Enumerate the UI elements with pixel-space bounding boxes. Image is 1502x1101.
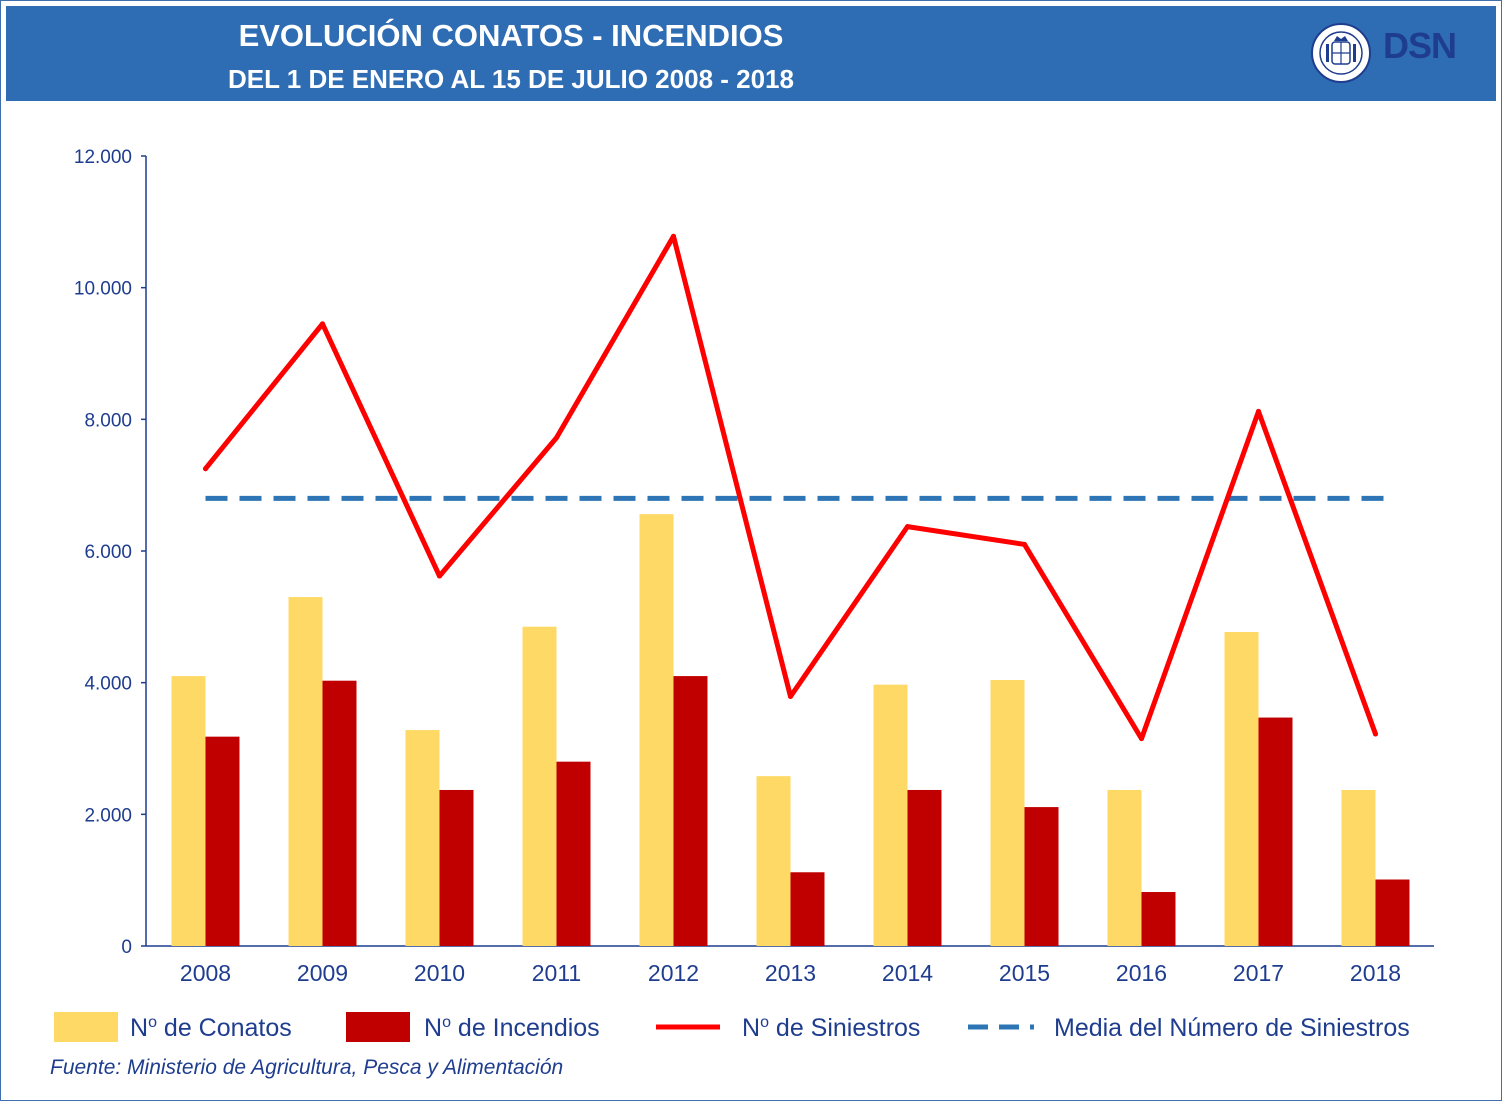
legend-swatch-conatos [54, 1012, 118, 1042]
x-tick-label: 2011 [532, 960, 581, 986]
x-tick-label: 2018 [1350, 960, 1401, 986]
y-tick-label: 10.000 [74, 279, 132, 300]
bar-incendios [322, 680, 357, 946]
legend-label-media: Media del Número de Siniestros [1054, 1014, 1410, 1042]
bar-incendios [790, 872, 825, 946]
bar-incendios [439, 789, 474, 946]
government-seal-icon [1311, 23, 1371, 83]
siniestros-point [905, 524, 910, 530]
siniestros-point [788, 693, 793, 699]
siniestros-point [320, 321, 325, 327]
bar-conatos [1224, 631, 1259, 946]
bar-conatos [171, 676, 206, 946]
x-tick-label: 2010 [414, 960, 465, 986]
legend-label-siniestros: No de Siniestros [742, 1014, 920, 1042]
x-tick-label: 2014 [882, 960, 933, 986]
y-tick-label: 2.000 [84, 805, 132, 826]
bar-conatos [1107, 789, 1142, 946]
x-tick-label: 2017 [1233, 960, 1284, 986]
siniestros-point [1373, 731, 1378, 737]
siniestros-point [1139, 736, 1144, 742]
x-tick-label: 2013 [765, 960, 816, 986]
siniestros-point [1022, 541, 1027, 547]
bar-conatos [522, 626, 557, 946]
bar-incendios [205, 736, 240, 946]
bar-conatos [1341, 789, 1376, 946]
bar-conatos [990, 680, 1025, 946]
bar-incendios [1141, 892, 1176, 946]
bar-conatos [639, 514, 674, 946]
y-tick-label: 0 [121, 937, 132, 958]
lines [203, 233, 1384, 742]
bar-conatos [873, 684, 908, 946]
bars [171, 514, 1410, 946]
legend: No de Conatos No de Incendios No de Sini… [54, 1012, 1410, 1042]
x-tick-label: 2015 [999, 960, 1050, 986]
legend-label-incendios: No de Incendios [424, 1014, 600, 1042]
y-tick-label: 8.000 [84, 410, 132, 431]
siniestros-point [554, 435, 559, 441]
bar-incendios [1024, 807, 1059, 946]
siniestros-point [1256, 408, 1261, 414]
bar-incendios [1375, 879, 1410, 946]
x-tick-label: 2008 [180, 960, 231, 986]
source-note: Fuente: Ministerio de Agricultura, Pesca… [50, 1056, 564, 1079]
bar-incendios [556, 761, 591, 946]
bar-incendios [673, 676, 708, 946]
chart-header: EVOLUCIÓN CONATOS - INCENDIOS DEL 1 DE E… [6, 6, 1496, 101]
y-tick-label: 4.000 [84, 674, 132, 695]
y-tick-label: 12.000 [74, 147, 132, 168]
bar-incendios [1258, 717, 1293, 946]
siniestros-point [671, 233, 676, 239]
x-axis: 2008 2009 2010 2011 2012 2013 2014 2015 2016 2017… [146, 945, 1434, 986]
x-tick-label: 2016 [1116, 960, 1167, 986]
chart-title: EVOLUCIÓN CONATOS - INCENDIOS [238, 18, 784, 53]
legend-label-conatos: No de Conatos [130, 1014, 292, 1042]
siniestros-point [437, 573, 442, 579]
series-line-siniestros [203, 233, 1378, 742]
x-tick-label: 2012 [648, 960, 699, 986]
bar-incendios [907, 789, 942, 946]
y-tick-label: 6.000 [84, 542, 132, 563]
siniestros-point [203, 466, 208, 472]
bar-conatos [405, 730, 440, 946]
bar-conatos [288, 597, 323, 946]
legend-swatch-incendios [346, 1012, 410, 1042]
chart-subtitle: DEL 1 DE ENERO AL 15 DE JULIO 2008 - 201… [228, 64, 794, 94]
dsn-logo-text: DSN [1383, 25, 1457, 66]
y-axis: 0 2.000 4.000 6.000 8.000 10.000 12.000 [74, 147, 147, 958]
x-tick-label: 2009 [297, 960, 348, 986]
bar-conatos [756, 776, 791, 946]
